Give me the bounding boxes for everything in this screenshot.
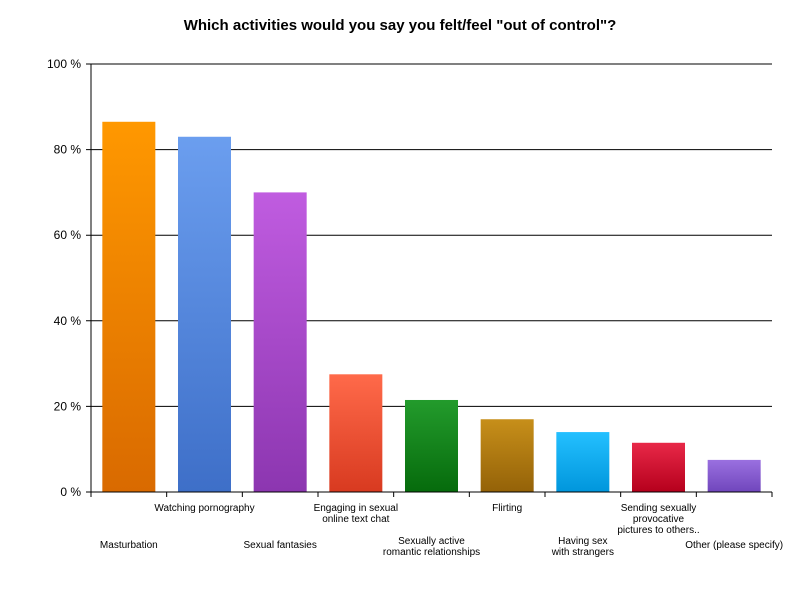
bar xyxy=(102,121,156,492)
bar xyxy=(707,459,761,492)
y-tick-label: 40 % xyxy=(54,314,82,328)
y-tick-label: 100 % xyxy=(47,57,81,71)
bar xyxy=(480,419,534,492)
bar xyxy=(556,432,610,492)
x-category-label: Watching pornography xyxy=(154,503,254,514)
y-tick-label: 0 % xyxy=(60,485,81,499)
bar xyxy=(253,192,307,492)
y-tick-label: 20 % xyxy=(54,399,82,413)
bar xyxy=(178,136,231,492)
x-category-label: Masturbation xyxy=(100,540,158,551)
x-category-label: Other (please specify) xyxy=(685,540,783,551)
y-tick-label: 80 % xyxy=(54,143,82,157)
bars xyxy=(102,121,761,492)
x-category-label: Engaging in sexual online text chat xyxy=(314,503,399,525)
x-category-label: Sending sexually provocative pictures to o… xyxy=(617,503,699,536)
y-tick-label: 60 % xyxy=(54,228,82,242)
bar xyxy=(632,442,685,492)
x-category-label: Having sex with strangers xyxy=(551,536,614,558)
x-category-label: Flirting xyxy=(492,503,522,514)
axes xyxy=(90,64,773,497)
labels: 0 % 20 % 40 % 60 % 80 % 100 % Masturbation Watc… xyxy=(47,57,783,558)
x-category-label: Sexual fantasies xyxy=(243,540,316,551)
chart-title: Which activities would you say you felt/… xyxy=(183,17,617,34)
bar xyxy=(329,374,383,492)
x-category-label: Sexually active romantic relationships xyxy=(383,536,480,558)
bar xyxy=(405,399,458,492)
